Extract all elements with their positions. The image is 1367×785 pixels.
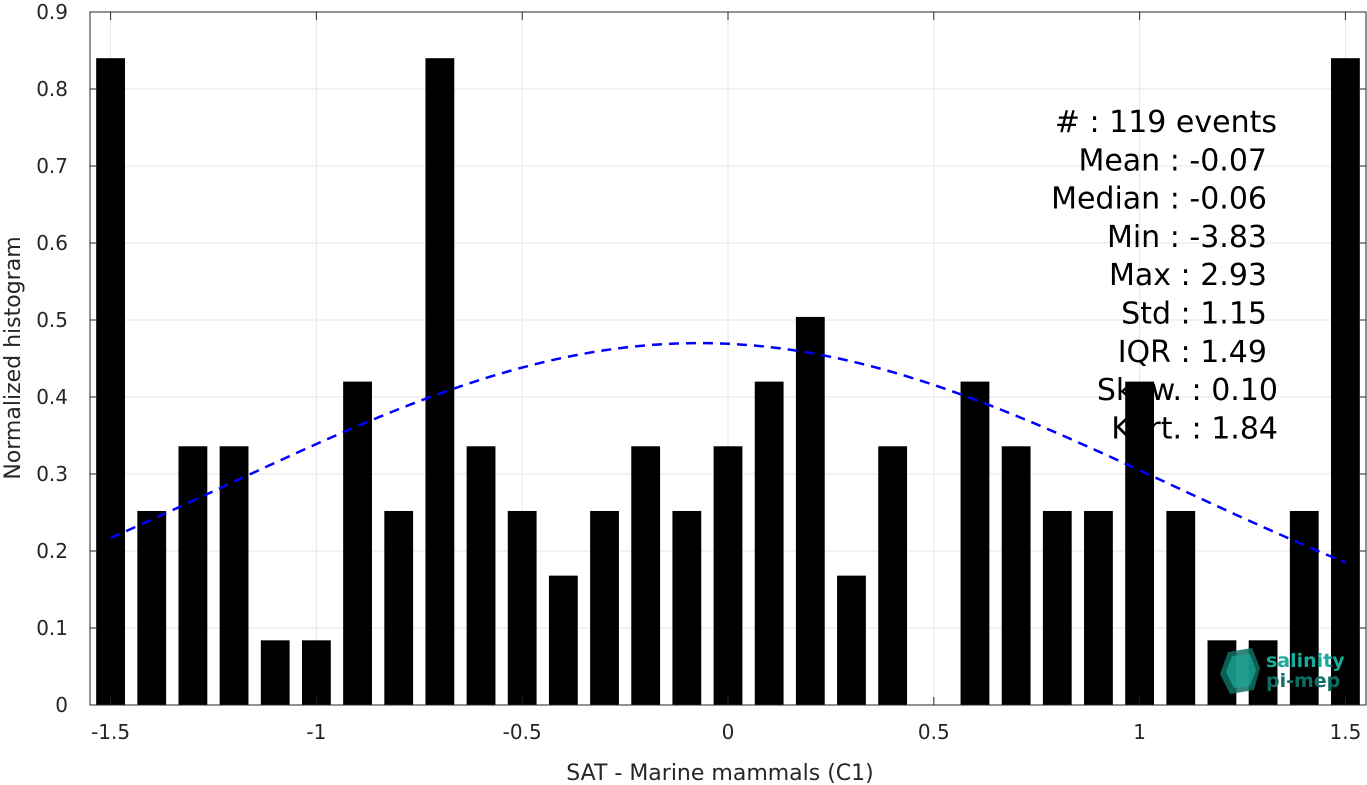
y-tick-label: 0.1	[36, 616, 68, 640]
histogram-bar	[1289, 510, 1319, 705]
histogram-bar	[137, 510, 167, 705]
histogram-bar	[219, 446, 249, 705]
x-axis-ticks: -1.5 -1 -0.5 0 0.5 1 1.5	[91, 12, 1361, 744]
y-axis-label: Normalized histogram	[1, 236, 26, 479]
histogram-bar	[1042, 510, 1072, 705]
y-tick-label: 0.3	[36, 462, 68, 486]
histogram-bar	[96, 58, 125, 705]
histogram-bar	[507, 510, 537, 705]
histogram-bar	[1084, 510, 1113, 705]
y-axis-ticks: 0 0.1 0.2 0.3 0.4 0.5 0.6 0.7 0.8 0.9	[36, 0, 1366, 717]
histogram-bar	[260, 640, 290, 705]
stat-line: IQR : 1.49	[1118, 335, 1267, 370]
y-tick-label: 0.9	[36, 0, 68, 24]
histogram-bar	[1001, 446, 1031, 705]
histogram-bar	[1125, 381, 1155, 705]
histogram-bar	[672, 510, 702, 705]
histogram-bar	[960, 381, 990, 705]
stat-line: Std : 1.15	[1121, 297, 1267, 332]
histogram-bar	[837, 575, 866, 705]
histogram-bar	[631, 446, 661, 705]
histogram-bar	[301, 640, 331, 705]
y-tick-label: 0.6	[36, 231, 68, 255]
y-tick-label: 0.4	[36, 385, 68, 409]
histogram-bar	[384, 510, 414, 705]
histogram-bar	[754, 381, 784, 705]
histogram-bar	[713, 446, 743, 705]
logo-cube-inner-icon	[1226, 654, 1256, 688]
x-tick-label: 0.5	[918, 720, 950, 744]
y-tick-label: 0.2	[36, 539, 68, 563]
salinity-pi-mep-logo: salinity pi-mep	[1220, 648, 1345, 694]
x-tick-label: -1.5	[91, 720, 130, 744]
histogram-bar	[548, 575, 578, 705]
histogram-bar	[1166, 510, 1196, 705]
histogram-bar	[178, 446, 208, 705]
stat-line: Median : -0.06	[1051, 182, 1267, 217]
histogram-bar	[466, 446, 496, 705]
stat-line: # : 119 events	[1055, 105, 1277, 140]
y-tick-label: 0.8	[36, 77, 68, 101]
stat-line: Skew. : 0.10	[1097, 373, 1278, 408]
bars	[96, 58, 1360, 705]
x-tick-label: -1	[306, 720, 326, 744]
histogram-bar	[425, 58, 455, 705]
x-tick-label: 0	[722, 720, 735, 744]
fit-curve	[110, 341, 1346, 564]
y-tick-label: 0	[55, 693, 68, 717]
histogram-bar	[795, 316, 825, 705]
stat-line: Min : -3.83	[1107, 220, 1267, 255]
histogram-bar	[590, 510, 619, 705]
x-axis-label: SAT - Marine mammals (C1)	[566, 761, 874, 785]
x-tick-label: 1	[1133, 720, 1146, 744]
stat-line: Kurt. : 1.84	[1111, 411, 1278, 446]
x-tick-label: -0.5	[503, 720, 542, 744]
stat-line: Mean : -0.07	[1078, 143, 1267, 178]
histogram-bar	[343, 381, 372, 705]
logo-line2: pi-mep	[1266, 670, 1340, 692]
histogram-bar	[878, 446, 908, 705]
stat-line: Max : 2.93	[1109, 258, 1267, 293]
y-tick-label: 0.5	[36, 308, 68, 332]
x-tick-label: 1.5	[1330, 720, 1362, 744]
logo-line1: salinity	[1266, 650, 1345, 672]
histogram-bar	[1331, 58, 1360, 705]
y-tick-label: 0.7	[36, 154, 68, 178]
